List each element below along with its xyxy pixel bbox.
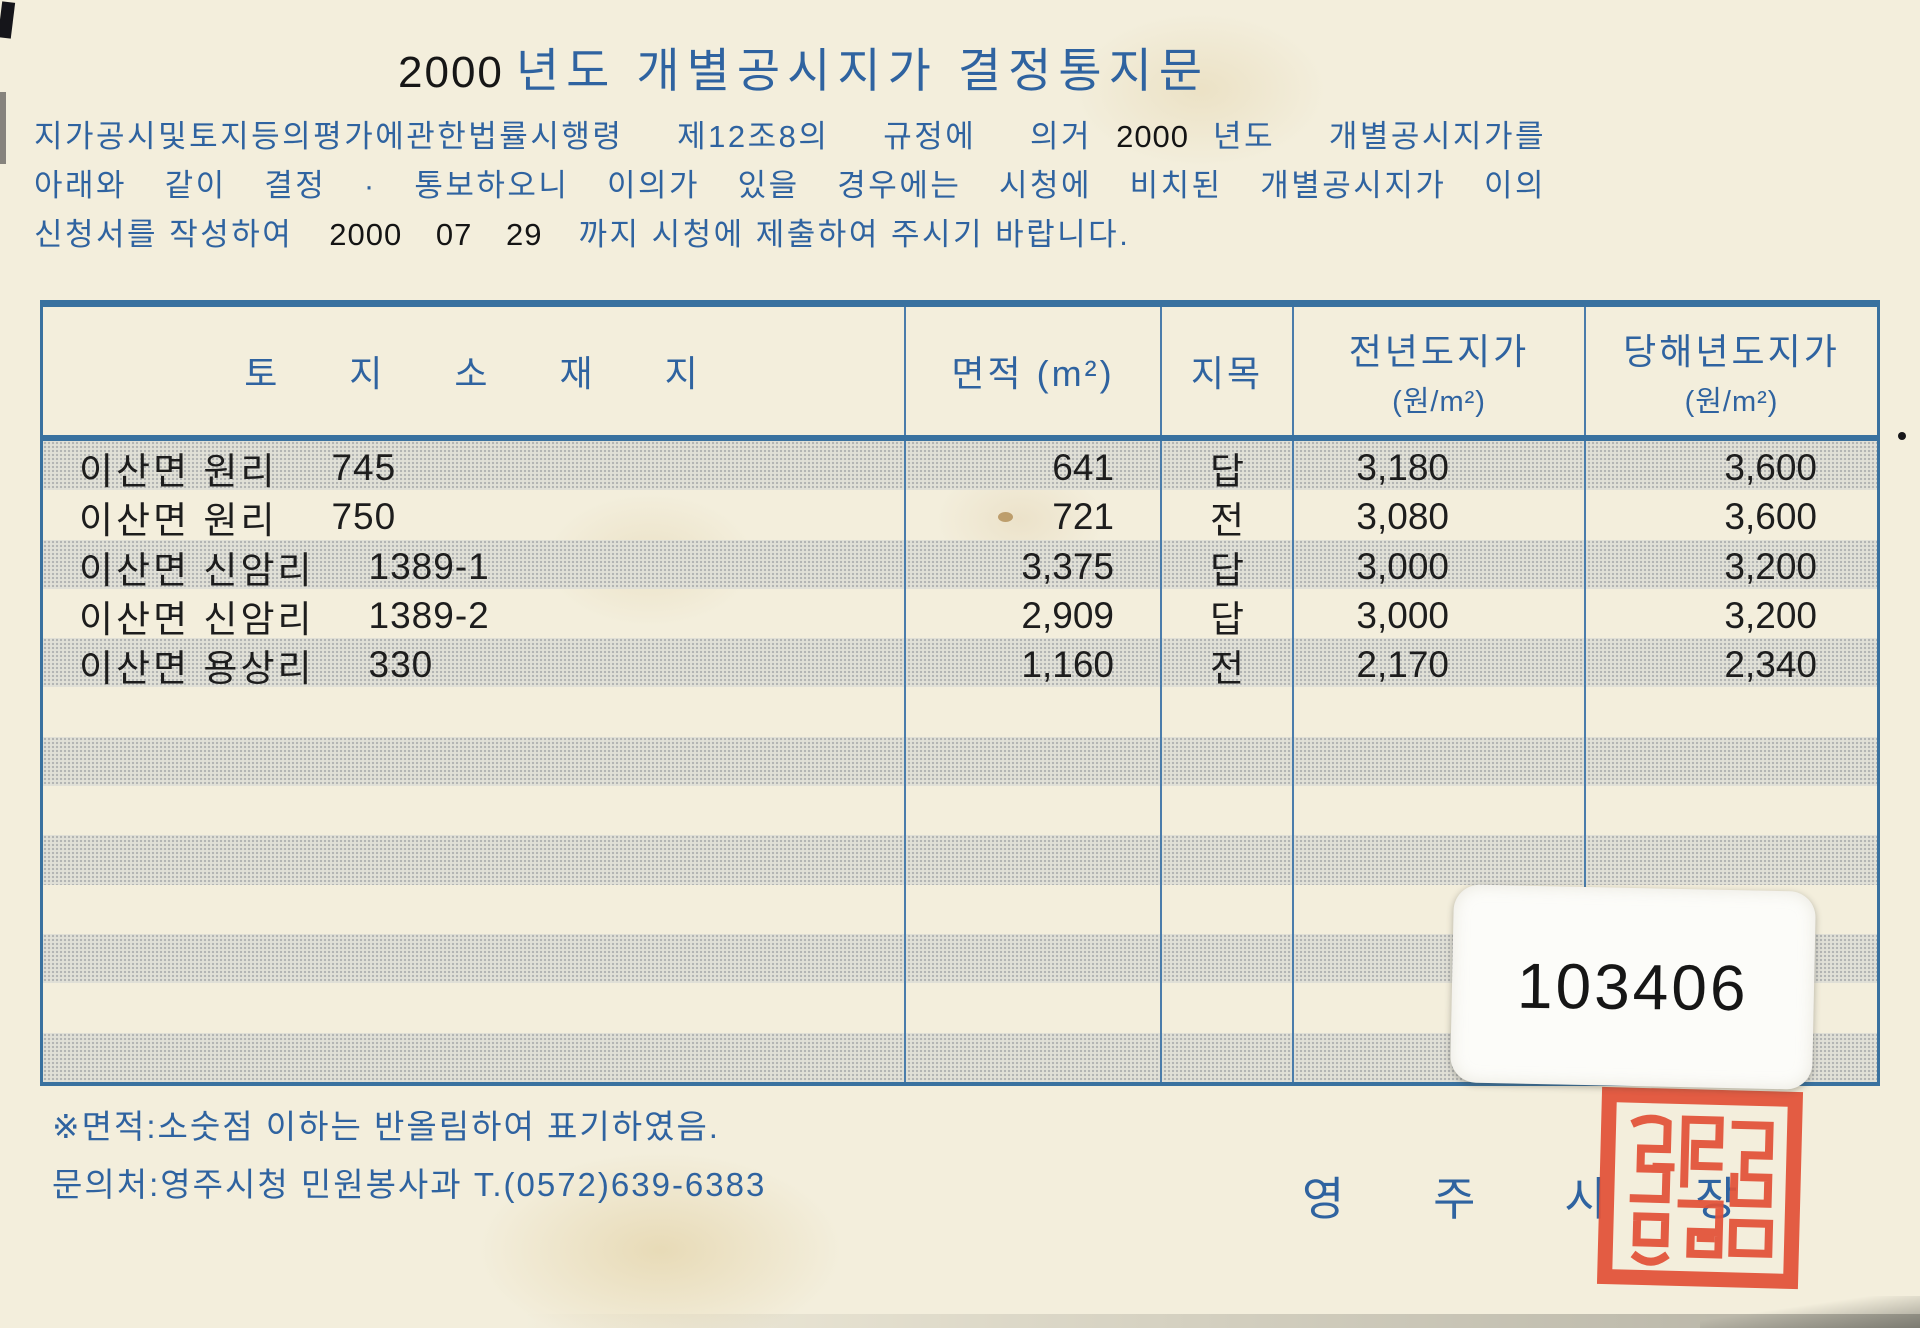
table-row: 이산면 용상리 330 1,160 전 2,170 2,340 [43, 638, 1877, 693]
cell-prev-year-price: 3,080 [1294, 490, 1586, 545]
table-row: 이산면 신암리 1389-2 2,909 답 3,000 3,200 [43, 588, 1877, 643]
note-contact: 문의처:영주시청 민원봉사과 T.(0572)639-6383 [52, 1166, 767, 1203]
official-red-seal-stamp-icon [1596, 1086, 1804, 1290]
cell-area [906, 1032, 1162, 1082]
cell-location [43, 786, 906, 836]
cell-current-year-price [1586, 737, 1877, 786]
cell-prev-year-price [1294, 786, 1586, 836]
header-current-year-price: 당해년도지가 (원/m²) [1623, 330, 1840, 418]
cell-location: 이산면 용상리 330 [43, 638, 906, 693]
cell-category: 답 [1162, 441, 1294, 495]
cell-location [43, 933, 906, 984]
cell-location [43, 835, 906, 885]
table-row-empty [43, 736, 1877, 787]
cell-location: 이산면 원리 745 [43, 441, 906, 495]
cell-area [906, 835, 1162, 885]
cell-area: 2,909 [906, 588, 1162, 643]
page-title: 2000 년도 개별공시지가 결정통지문 [398, 32, 1209, 101]
cell-area [906, 786, 1162, 836]
table-row: 이산면 원리 750 721 전 3,080 3,600 [43, 490, 1877, 545]
scan-edge-mark [0, 1, 16, 39]
cell-current-year-price: 3,200 [1724, 594, 1817, 636]
intro-year: 2000 [1116, 119, 1190, 154]
cell-category [1162, 933, 1294, 984]
header-category: 지목 [1162, 307, 1294, 435]
cell-category: 전 [1162, 490, 1294, 545]
cell-category [1162, 786, 1294, 836]
cell-area: 721 [906, 490, 1162, 545]
serial-number: 103406 [1516, 949, 1750, 1025]
intro-line-2: 아래와 같이 결정 · 통보하오니 이의가 있을 경우에는 시청에 비치된 개별… [34, 168, 1546, 203]
serial-number-sticker: 103406 [1449, 884, 1817, 1090]
scan-edge-mark [0, 92, 6, 164]
cell-category: 전 [1162, 638, 1294, 693]
scan-shadow [1700, 1296, 1920, 1328]
intro-line-1: 지가공시및토지등의평가에관한법률시행령 제12조8의 규정에 의거 2000 년도 … [34, 119, 1546, 154]
cell-category [1162, 884, 1294, 934]
cell-location: 이산면 신암리 1389-2 [43, 588, 906, 643]
cell-location [43, 687, 906, 737]
table-row-empty [43, 786, 1877, 836]
cell-current-year-price: 3,600 [1724, 447, 1817, 488]
cell-current-year-price [1586, 835, 1877, 884]
cell-category [1162, 983, 1294, 1033]
cell-location: 이산면 원리 750 [43, 490, 906, 545]
table-row: 이산면 원리 745 641 답 3,180 3,600 [43, 441, 1877, 495]
cell-category [1162, 1032, 1294, 1082]
cell-category: 답 [1162, 539, 1294, 594]
cell-prev-year-price: 3,180 [1294, 441, 1586, 495]
cell-prev-year-price [1294, 736, 1586, 787]
cell-area [906, 884, 1162, 934]
note-area-rounding: ※면적:소숫점 이하는 반올림하여 표기하였음. [52, 1108, 720, 1145]
scan-shadow [520, 1314, 1920, 1328]
paper-stain [998, 512, 1013, 522]
header-area: 면적 (m²) [906, 307, 1162, 435]
cell-location [43, 983, 906, 1033]
cell-current-year-price [1586, 786, 1877, 835]
table-row-empty [43, 687, 1877, 737]
cell-prev-year-price [1294, 687, 1586, 737]
cell-category: 답 [1162, 588, 1294, 643]
cell-category [1162, 687, 1294, 737]
table-header-row: 토 지 소 재 지 면적 (m²) 지목 전년도지가 (원/m²) 당해년도지가… [43, 307, 1877, 441]
cell-current-year-price: 2,340 [1724, 644, 1817, 686]
header-location: 토 지 소 재 지 [43, 307, 906, 435]
intro-paragraph: 지가공시및토지등의평가에관한법률시행령 제12조8의 규정에 의거 2000 년도 … [34, 112, 1546, 259]
cell-prev-year-price: 3,000 [1294, 588, 1586, 643]
cell-current-year-price: 3,600 [1724, 496, 1817, 538]
cell-prev-year-price: 3,000 [1294, 539, 1586, 594]
cell-area [906, 687, 1162, 737]
cell-prev-year-price [1294, 835, 1586, 885]
title-text: 년도 개별공시지가 결정통지문 [515, 44, 1210, 97]
cell-area [906, 983, 1162, 1033]
cell-area: 641 [906, 441, 1162, 495]
table-row-empty [43, 835, 1877, 885]
cell-current-year-price [1586, 687, 1877, 736]
cell-location: 이산면 신암리 1389-1 [43, 539, 906, 594]
cell-location [43, 884, 906, 934]
deadline-date: 2000 07 29 [329, 217, 543, 252]
cell-area [906, 933, 1162, 984]
cell-category [1162, 736, 1294, 787]
cell-area: 1,160 [906, 638, 1162, 693]
cell-category [1162, 835, 1294, 885]
table-row: 이산면 신암리 1389-1 3,375 답 3,000 3,200 [43, 539, 1877, 594]
cell-area: 3,375 [906, 539, 1162, 594]
intro-line-3: 신청서를 작성하여 2000 07 29 까지 시청에 제출하여 주시기 바랍니다. [34, 217, 1131, 252]
header-prev-year-price: 전년도지가 (원/m²) [1294, 307, 1586, 435]
ink-dot [1898, 432, 1906, 440]
cell-prev-year-price: 2,170 [1294, 638, 1586, 693]
cell-location [43, 1032, 906, 1082]
cell-current-year-price: 3,200 [1724, 545, 1817, 587]
cell-area [906, 736, 1162, 787]
cell-location [43, 736, 906, 787]
title-year: 2000 [398, 48, 504, 97]
